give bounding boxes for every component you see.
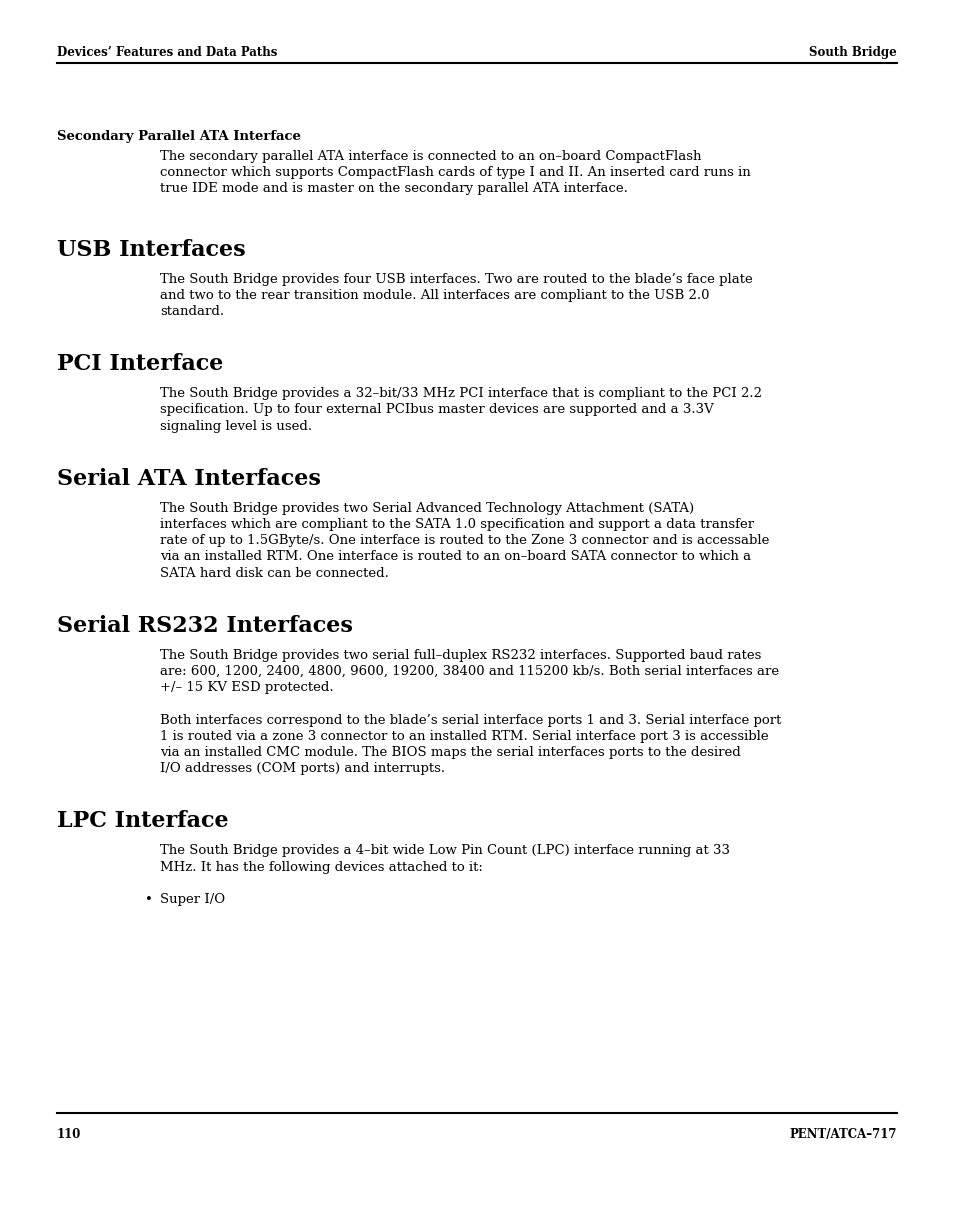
Text: South Bridge: South Bridge bbox=[808, 46, 896, 59]
Text: The South Bridge provides two Serial Advanced Technology Attachment (SATA): The South Bridge provides two Serial Adv… bbox=[160, 501, 694, 515]
Text: The South Bridge provides four USB interfaces. Two are routed to the blade’s fac: The South Bridge provides four USB inter… bbox=[160, 272, 752, 286]
Text: Devices’ Features and Data Paths: Devices’ Features and Data Paths bbox=[57, 46, 277, 59]
Text: and two to the rear transition module. All interfaces are compliant to the USB 2: and two to the rear transition module. A… bbox=[160, 288, 709, 302]
Text: are: 600, 1200, 2400, 4800, 9600, 19200, 38400 and 115200 kb/s. Both serial inte: are: 600, 1200, 2400, 4800, 9600, 19200,… bbox=[160, 665, 779, 678]
Text: SATA hard disk can be connected.: SATA hard disk can be connected. bbox=[160, 567, 389, 579]
Text: USB Interfaces: USB Interfaces bbox=[57, 239, 245, 261]
Text: The South Bridge provides a 32–bit/33 MHz PCI interface that is compliant to the: The South Bridge provides a 32–bit/33 MH… bbox=[160, 387, 761, 400]
Text: 110: 110 bbox=[57, 1129, 81, 1141]
Text: PCI Interface: PCI Interface bbox=[57, 354, 223, 376]
Text: I/O addresses (COM ports) and interrupts.: I/O addresses (COM ports) and interrupts… bbox=[160, 763, 445, 775]
Text: Both interfaces correspond to the blade’s serial interface ports 1 and 3. Serial: Both interfaces correspond to the blade’… bbox=[160, 713, 781, 727]
Text: Serial ATA Interfaces: Serial ATA Interfaces bbox=[57, 468, 320, 490]
Text: 1 is routed via a zone 3 connector to an installed RTM. Serial interface port 3 : 1 is routed via a zone 3 connector to an… bbox=[160, 729, 768, 743]
Text: Serial RS232 Interfaces: Serial RS232 Interfaces bbox=[57, 615, 353, 637]
Text: via an installed CMC module. The BIOS maps the serial interfaces ports to the de: via an installed CMC module. The BIOS ma… bbox=[160, 747, 740, 759]
Text: specification. Up to four external PCIbus master devices are supported and a 3.3: specification. Up to four external PCIbu… bbox=[160, 403, 713, 416]
Text: The South Bridge provides two serial full–duplex RS232 interfaces. Supported bau: The South Bridge provides two serial ful… bbox=[160, 649, 760, 662]
Text: rate of up to 1.5GByte/s. One interface is routed to the Zone 3 connector and is: rate of up to 1.5GByte/s. One interface … bbox=[160, 535, 768, 547]
Text: true IDE mode and is master on the secondary parallel ATA interface.: true IDE mode and is master on the secon… bbox=[160, 182, 627, 196]
Text: Super I/O: Super I/O bbox=[160, 893, 225, 906]
Text: Secondary Parallel ATA Interface: Secondary Parallel ATA Interface bbox=[57, 131, 300, 143]
Text: signaling level is used.: signaling level is used. bbox=[160, 420, 312, 432]
Text: PENT/ATCA–717: PENT/ATCA–717 bbox=[789, 1129, 896, 1141]
Text: connector which supports CompactFlash cards of type I and II. An inserted card r: connector which supports CompactFlash ca… bbox=[160, 166, 750, 179]
Text: via an installed RTM. One interface is routed to an on–board SATA connector to w: via an installed RTM. One interface is r… bbox=[160, 551, 750, 563]
Text: The South Bridge provides a 4–bit wide Low Pin Count (LPC) interface running at : The South Bridge provides a 4–bit wide L… bbox=[160, 844, 729, 857]
Text: •: • bbox=[145, 893, 152, 906]
Text: standard.: standard. bbox=[160, 306, 224, 318]
Text: LPC Interface: LPC Interface bbox=[57, 811, 229, 833]
Text: interfaces which are compliant to the SATA 1.0 specification and support a data : interfaces which are compliant to the SA… bbox=[160, 517, 753, 531]
Text: The secondary parallel ATA interface is connected to an on–board CompactFlash: The secondary parallel ATA interface is … bbox=[160, 150, 700, 163]
Text: MHz. It has the following devices attached to it:: MHz. It has the following devices attach… bbox=[160, 861, 482, 873]
Text: +/– 15 KV ESD protected.: +/– 15 KV ESD protected. bbox=[160, 681, 334, 694]
